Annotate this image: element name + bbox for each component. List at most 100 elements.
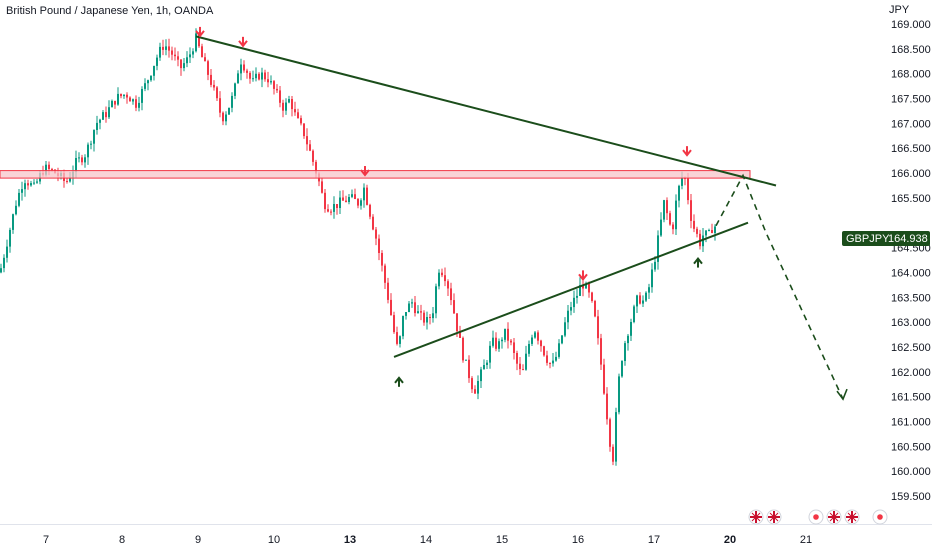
time-axis[interactable]: 7 8 9 10 13 14 15 16 17 20 21 — [43, 534, 812, 546]
candle-body — [270, 81, 272, 83]
candle — [84, 154, 86, 168]
candle-body — [375, 229, 377, 239]
candle-body — [369, 204, 371, 217]
candle — [138, 96, 140, 112]
candle — [426, 311, 428, 330]
candle-body — [264, 72, 266, 80]
price-axis[interactable]: 159.500 160.000 160.500 161.000 161.500 162.0… — [891, 19, 931, 503]
candle — [120, 93, 122, 99]
candle-body — [441, 272, 443, 276]
candle — [627, 334, 629, 351]
time-tick-label: 7 — [43, 534, 49, 546]
down-arrow-head — [360, 169, 370, 177]
candle-body — [519, 363, 521, 370]
candle-body — [33, 182, 35, 184]
candle — [486, 360, 488, 369]
candle-body — [282, 102, 284, 111]
candle-body — [273, 81, 275, 89]
candle — [27, 179, 29, 190]
candle — [180, 59, 182, 76]
resistance-zone[interactable] — [0, 170, 751, 179]
candle-body — [213, 84, 215, 88]
candle-body — [570, 307, 572, 311]
candle-body — [708, 230, 710, 231]
candle — [267, 71, 269, 88]
candle-body — [648, 287, 650, 293]
candle — [570, 301, 572, 316]
candle-body — [357, 199, 359, 206]
candle-body — [336, 204, 338, 208]
candle-body — [165, 46, 167, 50]
candle-body — [24, 183, 26, 190]
time-tick-label: 9 — [195, 534, 201, 546]
japan-flag-icon[interactable] — [808, 509, 824, 525]
candle — [600, 333, 602, 370]
candle-body — [690, 200, 692, 221]
candle-body — [423, 312, 425, 323]
projection-path[interactable] — [715, 173, 844, 400]
candle-body — [258, 73, 260, 80]
candle — [408, 301, 410, 313]
candle — [219, 91, 221, 118]
candle — [675, 194, 677, 235]
candle-body — [399, 336, 401, 344]
candle — [102, 110, 104, 120]
candle — [117, 87, 119, 106]
japan-flag-icon[interactable] — [872, 509, 888, 525]
candle — [696, 226, 698, 238]
price-tick-label: 162.000 — [891, 367, 931, 379]
candle — [222, 111, 224, 126]
candle — [417, 305, 419, 314]
candle-body — [600, 338, 602, 365]
candle — [279, 86, 281, 108]
economic-events-icons[interactable] — [748, 509, 888, 525]
price-tick-label: 165.500 — [891, 193, 931, 205]
candle-body — [426, 317, 428, 323]
candle-body — [480, 369, 482, 382]
candle — [270, 75, 272, 85]
candle-body — [105, 112, 107, 118]
candle — [12, 213, 14, 234]
candle — [594, 299, 596, 318]
candle-body — [252, 78, 254, 80]
candle-body — [180, 59, 182, 69]
trendline-ascending[interactable] — [393, 221, 749, 358]
candle — [489, 341, 491, 369]
candle — [30, 180, 32, 187]
price-tick-label: 160.500 — [891, 441, 931, 453]
uk-flag-icon[interactable] — [826, 509, 842, 525]
flag-sun — [877, 514, 883, 520]
candle — [651, 263, 653, 293]
time-tick-label: 10 — [268, 534, 280, 546]
down-arrow-head — [682, 149, 692, 157]
candle-body — [231, 95, 233, 108]
candle — [294, 101, 296, 116]
candle-body — [450, 288, 452, 301]
candle-body — [642, 300, 644, 304]
candle-body — [243, 64, 245, 71]
candle — [447, 279, 449, 296]
candle — [492, 330, 494, 348]
candle-body — [546, 355, 548, 363]
uk-flag-icon[interactable] — [748, 509, 764, 525]
candle — [633, 304, 635, 324]
candle — [123, 94, 125, 99]
price-tick-label: 169.000 — [891, 19, 931, 31]
candle — [396, 326, 398, 346]
candle — [135, 95, 137, 112]
candle-body — [327, 209, 329, 212]
candle — [657, 230, 659, 270]
candle-body — [99, 119, 101, 123]
candle-body — [6, 246, 8, 258]
trendline-descending[interactable] — [195, 35, 777, 187]
candle — [504, 328, 506, 343]
candle — [126, 92, 128, 104]
candle-body — [192, 51, 194, 55]
uk-flag-icon[interactable] — [844, 509, 860, 525]
uk-flag-icon[interactable] — [766, 509, 782, 525]
candle-body — [387, 282, 389, 300]
up-arrow-icon — [394, 376, 404, 387]
flag-diag-b — [769, 512, 779, 522]
candle-body — [501, 339, 503, 342]
